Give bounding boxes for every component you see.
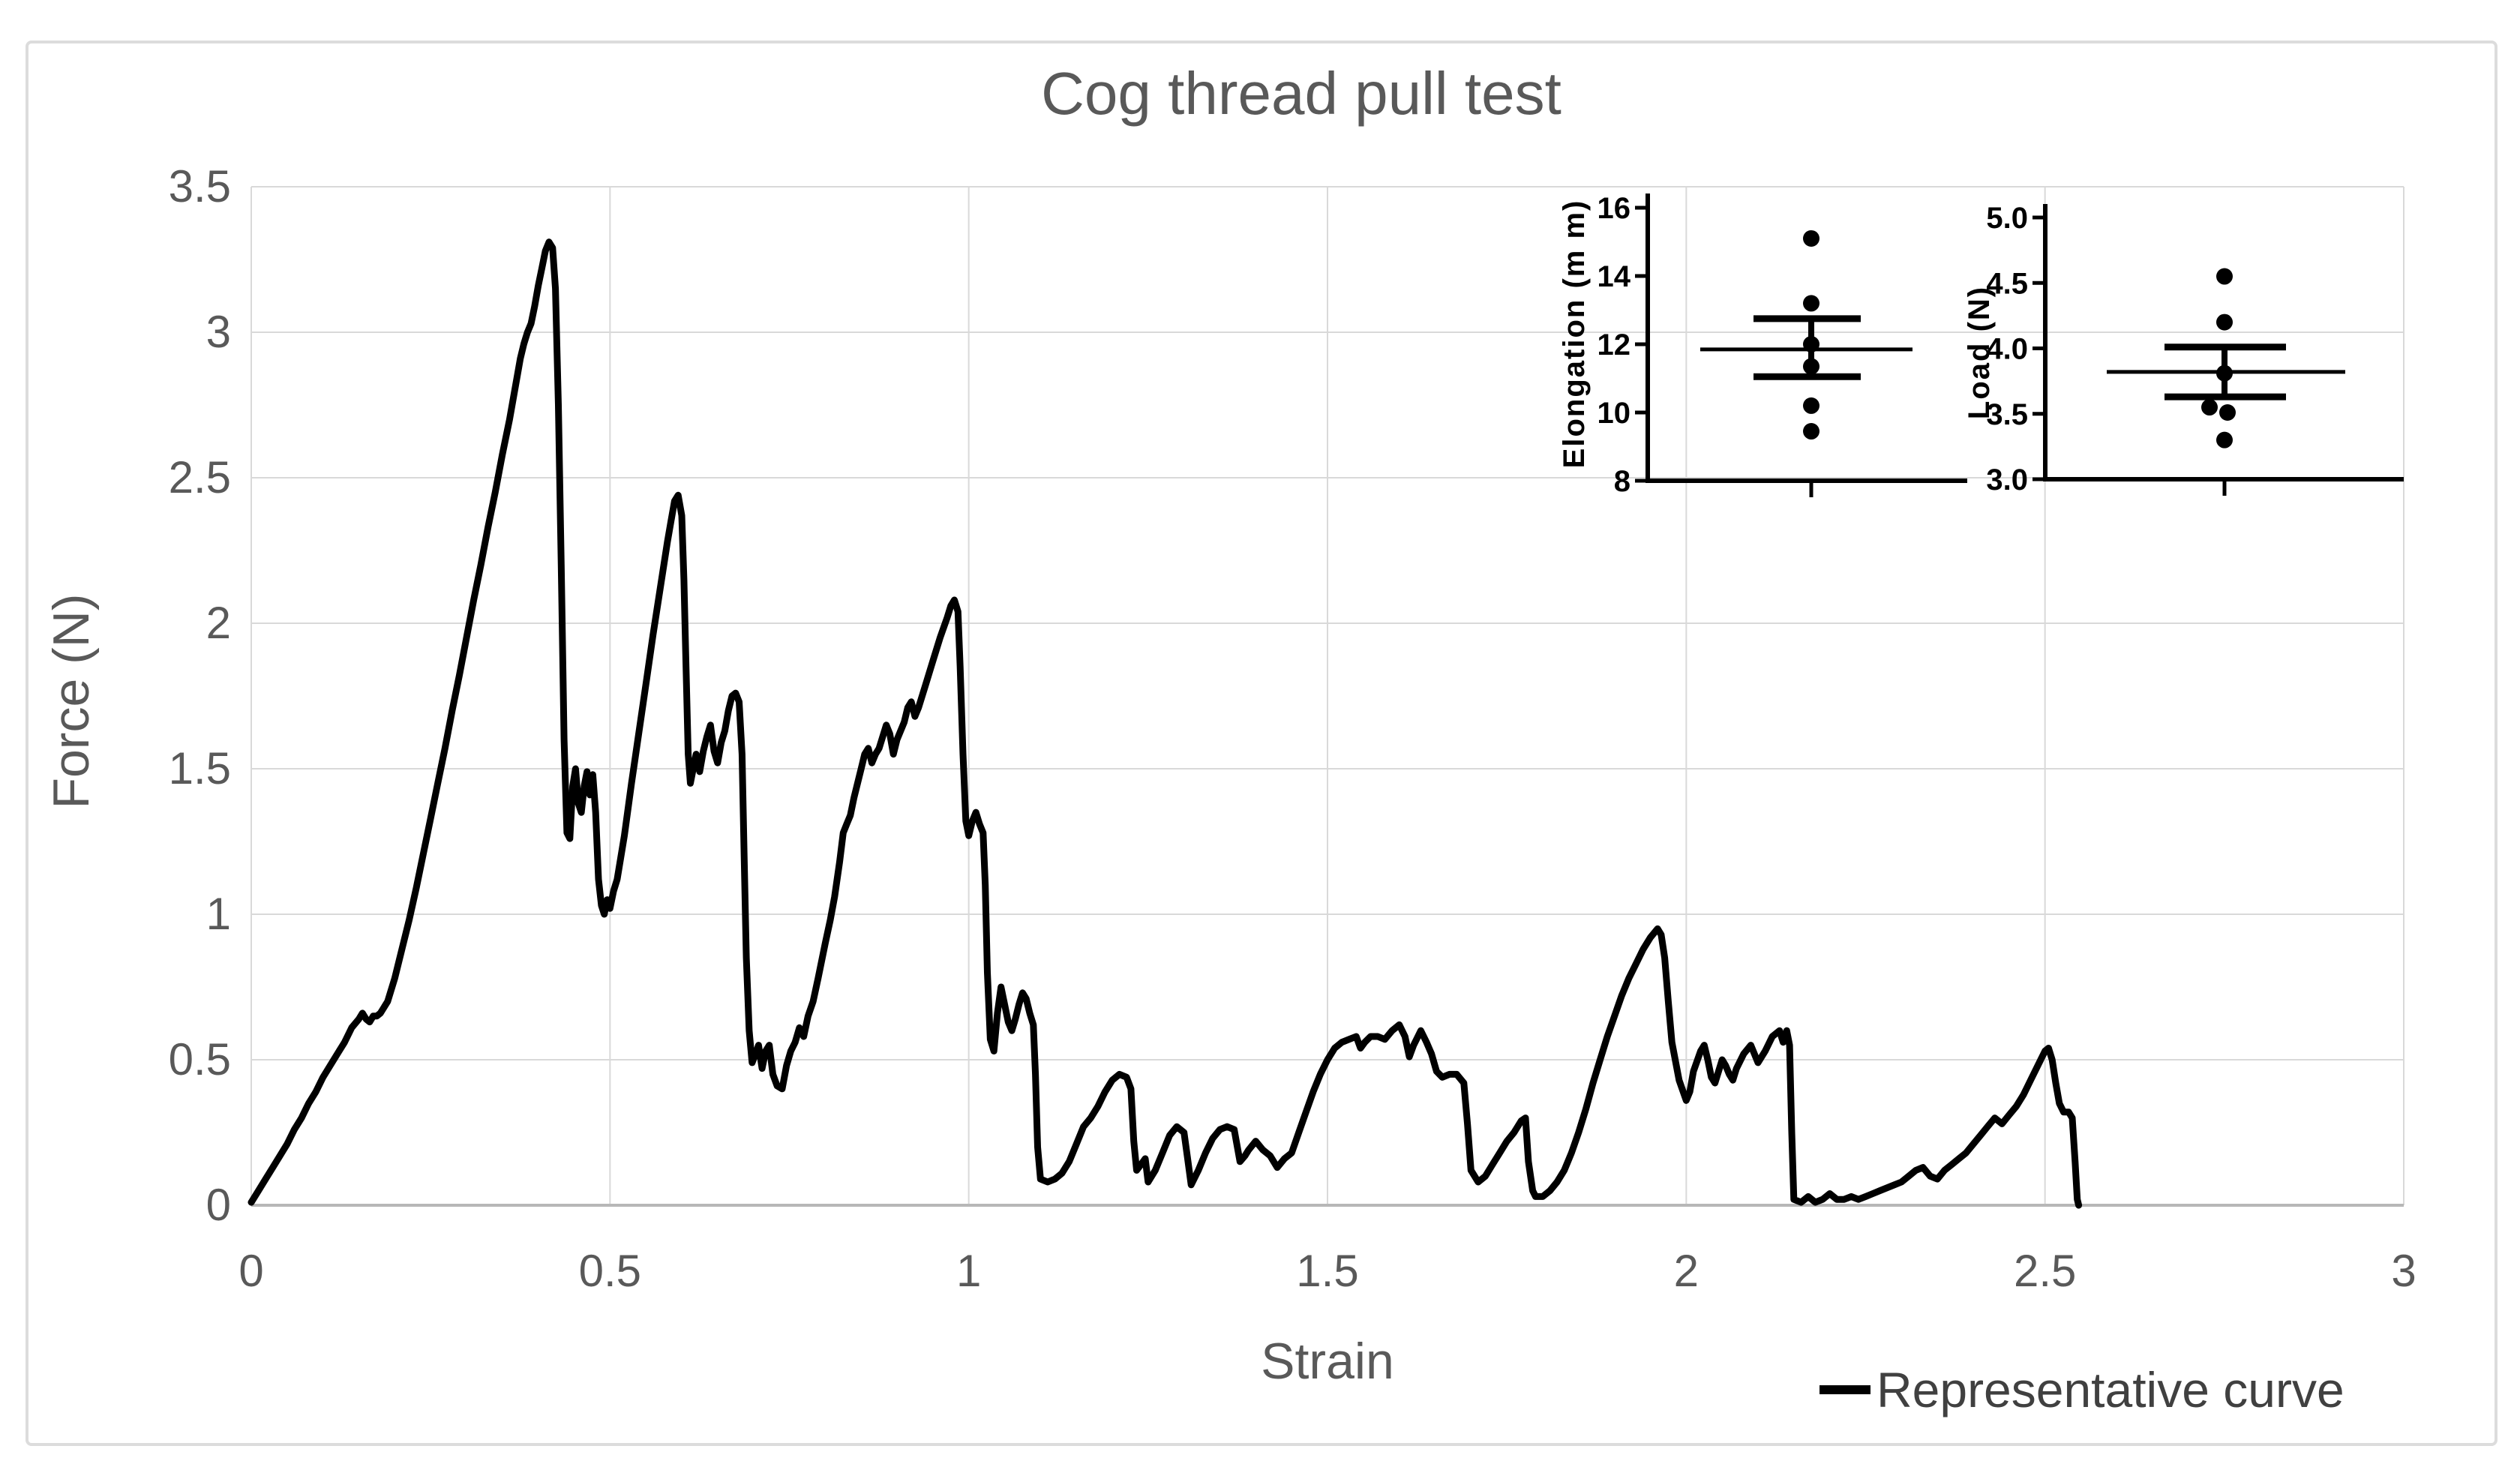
data-point — [1803, 423, 1820, 440]
y-tick-label: 2 — [206, 598, 231, 648]
inset-load-y-axis-title: Load (N) — [1963, 286, 1996, 419]
data-point — [1803, 358, 1820, 375]
y-tick-label: 1.5 — [169, 743, 231, 794]
inset-y-tick-label: 16 — [1598, 192, 1631, 225]
y-tick-label: 0 — [206, 1180, 231, 1230]
legend: Representative curve — [1820, 1362, 2344, 1418]
inset-y-tick-label: 5.0 — [1986, 202, 2028, 235]
x-tick-label: 0 — [238, 1246, 263, 1296]
inset-y-tick-label: 14 — [1598, 260, 1631, 293]
y-axis-title: Force (N) — [43, 593, 100, 808]
inset-elongation-plot: Elongation (m m) 16 14 12 10 8 — [1558, 192, 1967, 498]
x-axis-title: Strain — [1261, 1333, 1394, 1390]
data-point — [2216, 364, 2233, 382]
legend-label: Representative curve — [1876, 1362, 2344, 1418]
y-tick-label: 0.5 — [169, 1034, 231, 1084]
figure-border — [26, 40, 2498, 1446]
inset-load-plot: Load (N) 5.0 4.5 4.0 3.5 3.0 — [1963, 202, 2404, 496]
y-tick-label: 3.5 — [169, 161, 231, 212]
inset-y-tick-label: 3.0 — [1986, 464, 2028, 496]
chart-title: Cog thread pull test — [1041, 60, 1562, 127]
inset-y-tick-label: 4.0 — [1986, 333, 2028, 366]
x-tick-label: 3 — [2391, 1246, 2416, 1296]
inset-y-tick-label: 12 — [1598, 328, 1631, 362]
representative-curve-line — [248, 238, 2083, 1209]
y-tick-labels: 0 0.5 1 1.5 2 2.5 3 3.5 — [169, 161, 231, 1230]
inset-y-tick-label: 8 — [1614, 465, 1630, 498]
y-tick-label: 3 — [206, 307, 231, 357]
inset-y-tick-label: 3.5 — [1986, 398, 2028, 431]
data-point — [2201, 399, 2218, 416]
gridlines — [250, 186, 2404, 1205]
inset-elongation-y-axis-title: Elongation (m m) — [1558, 200, 1591, 469]
inset-y-tick-label: 10 — [1598, 397, 1631, 430]
y-tick-label: 1 — [206, 889, 231, 939]
x-tick-label: 2 — [1674, 1246, 1699, 1296]
data-point — [1803, 397, 1820, 414]
y-tick-label: 2.5 — [169, 452, 231, 502]
data-point — [2216, 268, 2233, 285]
data-point — [1803, 295, 1820, 312]
x-tick-labels: 0 0.5 1 1.5 2 2.5 3 — [238, 1246, 2416, 1296]
inset-y-tick-label: 4.5 — [1986, 267, 2028, 300]
data-point — [1803, 230, 1820, 247]
x-tick-label: 1.5 — [1296, 1246, 1358, 1296]
x-tick-label: 2.5 — [2014, 1246, 2076, 1296]
data-point — [2216, 431, 2233, 448]
x-tick-label: 0.5 — [579, 1246, 641, 1296]
data-point — [2216, 314, 2233, 331]
data-point — [1803, 336, 1820, 352]
data-point — [2219, 404, 2236, 422]
x-tick-label: 1 — [956, 1246, 981, 1296]
